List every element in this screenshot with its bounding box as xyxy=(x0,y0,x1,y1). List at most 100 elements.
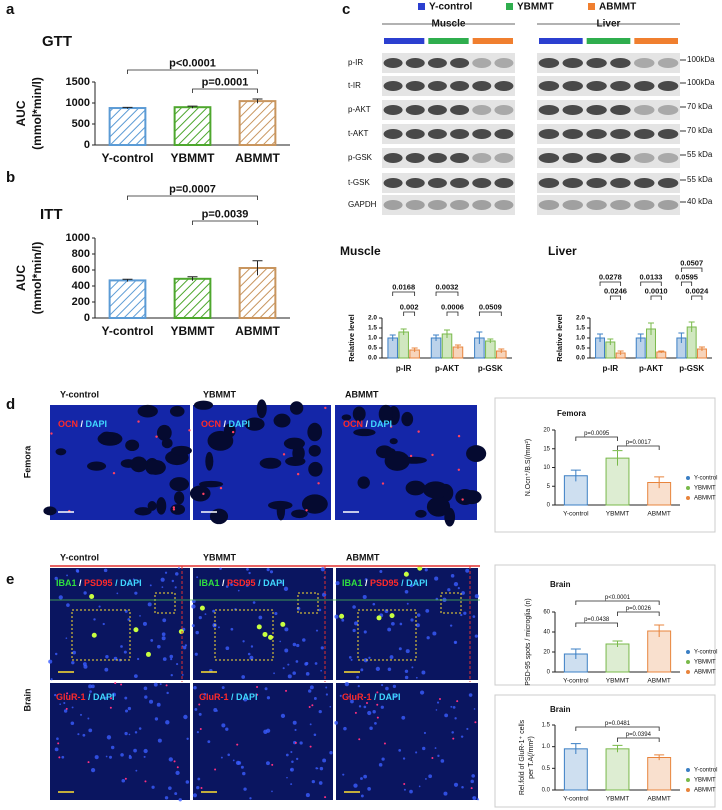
nucleus xyxy=(393,695,397,698)
nucleus xyxy=(105,755,108,758)
ocn-spot xyxy=(50,432,53,435)
marrow-void xyxy=(301,494,328,514)
lane-strip xyxy=(539,38,583,44)
nucleus xyxy=(243,787,247,791)
nucleus xyxy=(134,731,138,734)
blot-band xyxy=(405,58,425,68)
nucleus xyxy=(181,674,184,676)
significance-label: p=0.0039 xyxy=(202,208,249,220)
x-tick-label: Y-control xyxy=(101,151,153,165)
signal xyxy=(200,787,203,790)
ocn-spot xyxy=(389,425,393,428)
nucleus xyxy=(184,644,188,647)
marrow-void xyxy=(134,507,152,516)
nucleus xyxy=(191,624,195,628)
nucleus xyxy=(309,723,312,726)
marrow-void xyxy=(156,424,172,441)
bar xyxy=(108,107,147,146)
nucleus xyxy=(416,623,420,628)
ocn-spot xyxy=(155,435,158,438)
legend-label: Y-control xyxy=(694,476,717,482)
nucleus xyxy=(424,568,428,572)
nucleus xyxy=(177,567,180,570)
marker-label: 40 kDa xyxy=(687,197,713,206)
nucleus xyxy=(304,662,308,666)
nucleus xyxy=(415,676,418,679)
significance-bracket xyxy=(192,88,258,93)
nucleus xyxy=(440,759,445,763)
blot-band xyxy=(657,178,679,188)
nucleus xyxy=(156,702,161,707)
nucleus xyxy=(474,594,479,599)
nucleus xyxy=(404,669,409,673)
nucleus xyxy=(379,569,383,573)
nucleus xyxy=(225,646,230,651)
x-tick-label: Y-control xyxy=(563,678,589,685)
nucleus xyxy=(424,777,427,780)
significance-bracket xyxy=(609,295,622,300)
significance-label: p=0.0095 xyxy=(584,431,610,437)
nucleus xyxy=(363,774,367,779)
signal xyxy=(366,702,369,705)
signal xyxy=(236,743,239,746)
nucleus xyxy=(419,690,425,695)
nucleus xyxy=(341,618,345,622)
blot-strip xyxy=(382,195,515,215)
y-tick-label: 2.0 xyxy=(368,315,377,322)
nucleus xyxy=(471,774,475,778)
signal xyxy=(120,683,123,686)
nucleus xyxy=(120,753,124,757)
nucleus xyxy=(98,605,101,608)
significance-label: p=0.0481 xyxy=(605,721,631,727)
stain-label: OCN / DAPI xyxy=(201,419,250,429)
x-tick-label: ABMMT xyxy=(647,796,671,803)
signal xyxy=(89,594,95,600)
x-tick-label: YBMMT xyxy=(171,324,216,338)
legend-label: ABMMT xyxy=(599,2,636,13)
marrow-void xyxy=(43,506,57,516)
nucleus xyxy=(243,697,248,702)
error-bar xyxy=(187,105,198,109)
nucleus xyxy=(316,767,319,770)
significance-bracket xyxy=(599,281,622,286)
stain-part: / xyxy=(77,578,85,588)
bar xyxy=(647,630,672,673)
nucleus xyxy=(83,591,87,595)
signal xyxy=(87,761,90,764)
significance-label: 0.0032 xyxy=(436,282,459,291)
micrograph-texture xyxy=(334,565,479,680)
nucleus xyxy=(444,713,449,718)
nucleus xyxy=(164,796,169,800)
lane-strip xyxy=(586,38,631,44)
error-bar xyxy=(612,744,623,753)
marrow-void xyxy=(384,451,410,471)
y-tick-label: 1500 xyxy=(66,76,90,88)
column-label: Y-control xyxy=(60,389,99,399)
marrow-void xyxy=(171,445,192,456)
marrow-void xyxy=(169,477,190,492)
error-bar xyxy=(122,106,133,109)
nucleus xyxy=(166,691,169,695)
ocn-spot xyxy=(112,471,116,475)
error-bar xyxy=(454,344,461,349)
blot-band xyxy=(586,153,607,163)
nucleus xyxy=(362,594,367,600)
nucleus xyxy=(265,728,271,733)
y-tick-label: 5 xyxy=(547,484,551,490)
signal xyxy=(173,760,176,763)
blot-band xyxy=(472,81,492,91)
y-axis-label: Relative level xyxy=(555,314,564,362)
column-label: YBMMT xyxy=(203,389,236,399)
nucleus xyxy=(378,763,383,767)
nucleus xyxy=(164,571,168,574)
error-bar xyxy=(476,331,483,344)
ocn-spot xyxy=(381,482,385,485)
error-bar xyxy=(654,754,665,761)
signal xyxy=(403,783,406,786)
stain-part: PSD95 xyxy=(370,578,399,588)
nucleus xyxy=(363,630,367,634)
significance-bracket xyxy=(617,445,660,450)
significance-label: 0.0246 xyxy=(604,286,627,295)
nucleus xyxy=(294,728,297,732)
